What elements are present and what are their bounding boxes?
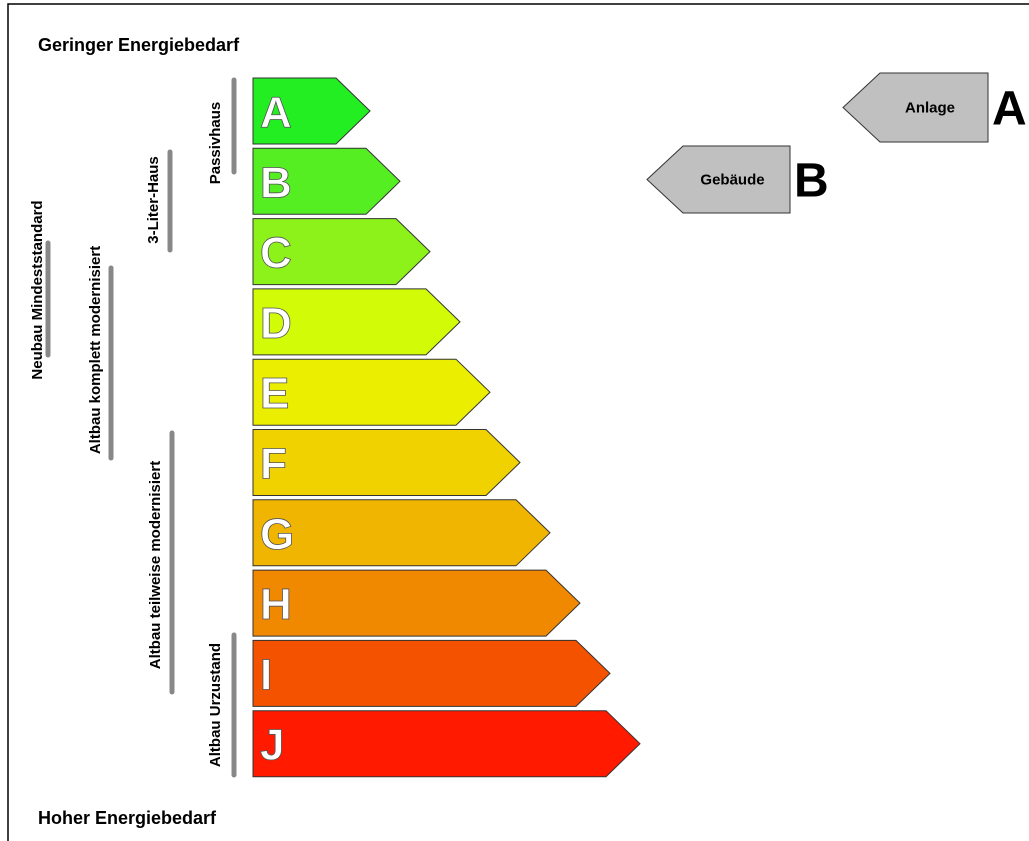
class-letter: D — [260, 299, 292, 348]
class-arrow — [252, 77, 371, 145]
standard-label: Neubau Mindeststandard — [29, 200, 46, 379]
standard-label: 3-Liter-Haus — [145, 156, 162, 244]
standard-label: Altbau komplett modernisiert — [87, 246, 104, 454]
standard-label: Altbau teilweise modernisiert — [147, 461, 164, 669]
class-letter: F — [260, 440, 287, 489]
class-letter: C — [260, 229, 292, 278]
class-letter: I — [260, 650, 272, 699]
marker-letter: A — [992, 83, 1027, 136]
standard-label: Altbau Urzustand — [207, 643, 224, 767]
class-letter: B — [260, 158, 292, 207]
marker-label: Anlage — [905, 100, 955, 117]
class-arrow — [252, 288, 461, 356]
class-letter: H — [260, 580, 292, 629]
marker-label: Gebäude — [700, 172, 764, 189]
class-arrow — [252, 429, 521, 496]
marker-arrow — [842, 72, 989, 143]
standard-label: Passivhaus — [207, 102, 224, 185]
class-arrow — [252, 218, 431, 286]
class-arrow — [252, 639, 611, 707]
top-label: Geringer Energiebedarf — [38, 35, 240, 55]
class-arrow — [252, 710, 641, 778]
class-letter: A — [260, 88, 292, 137]
class-arrow — [252, 499, 551, 567]
class-letter: J — [260, 721, 284, 770]
class-arrow — [252, 358, 491, 426]
class-arrow — [252, 147, 401, 215]
class-letter: E — [260, 369, 289, 418]
bottom-label: Hoher Energiebedarf — [38, 808, 217, 828]
class-arrow — [252, 569, 581, 637]
marker-arrow — [646, 145, 791, 214]
marker-letter: B — [794, 155, 829, 208]
class-letter: G — [260, 510, 294, 559]
frame — [7, 3, 1029, 841]
